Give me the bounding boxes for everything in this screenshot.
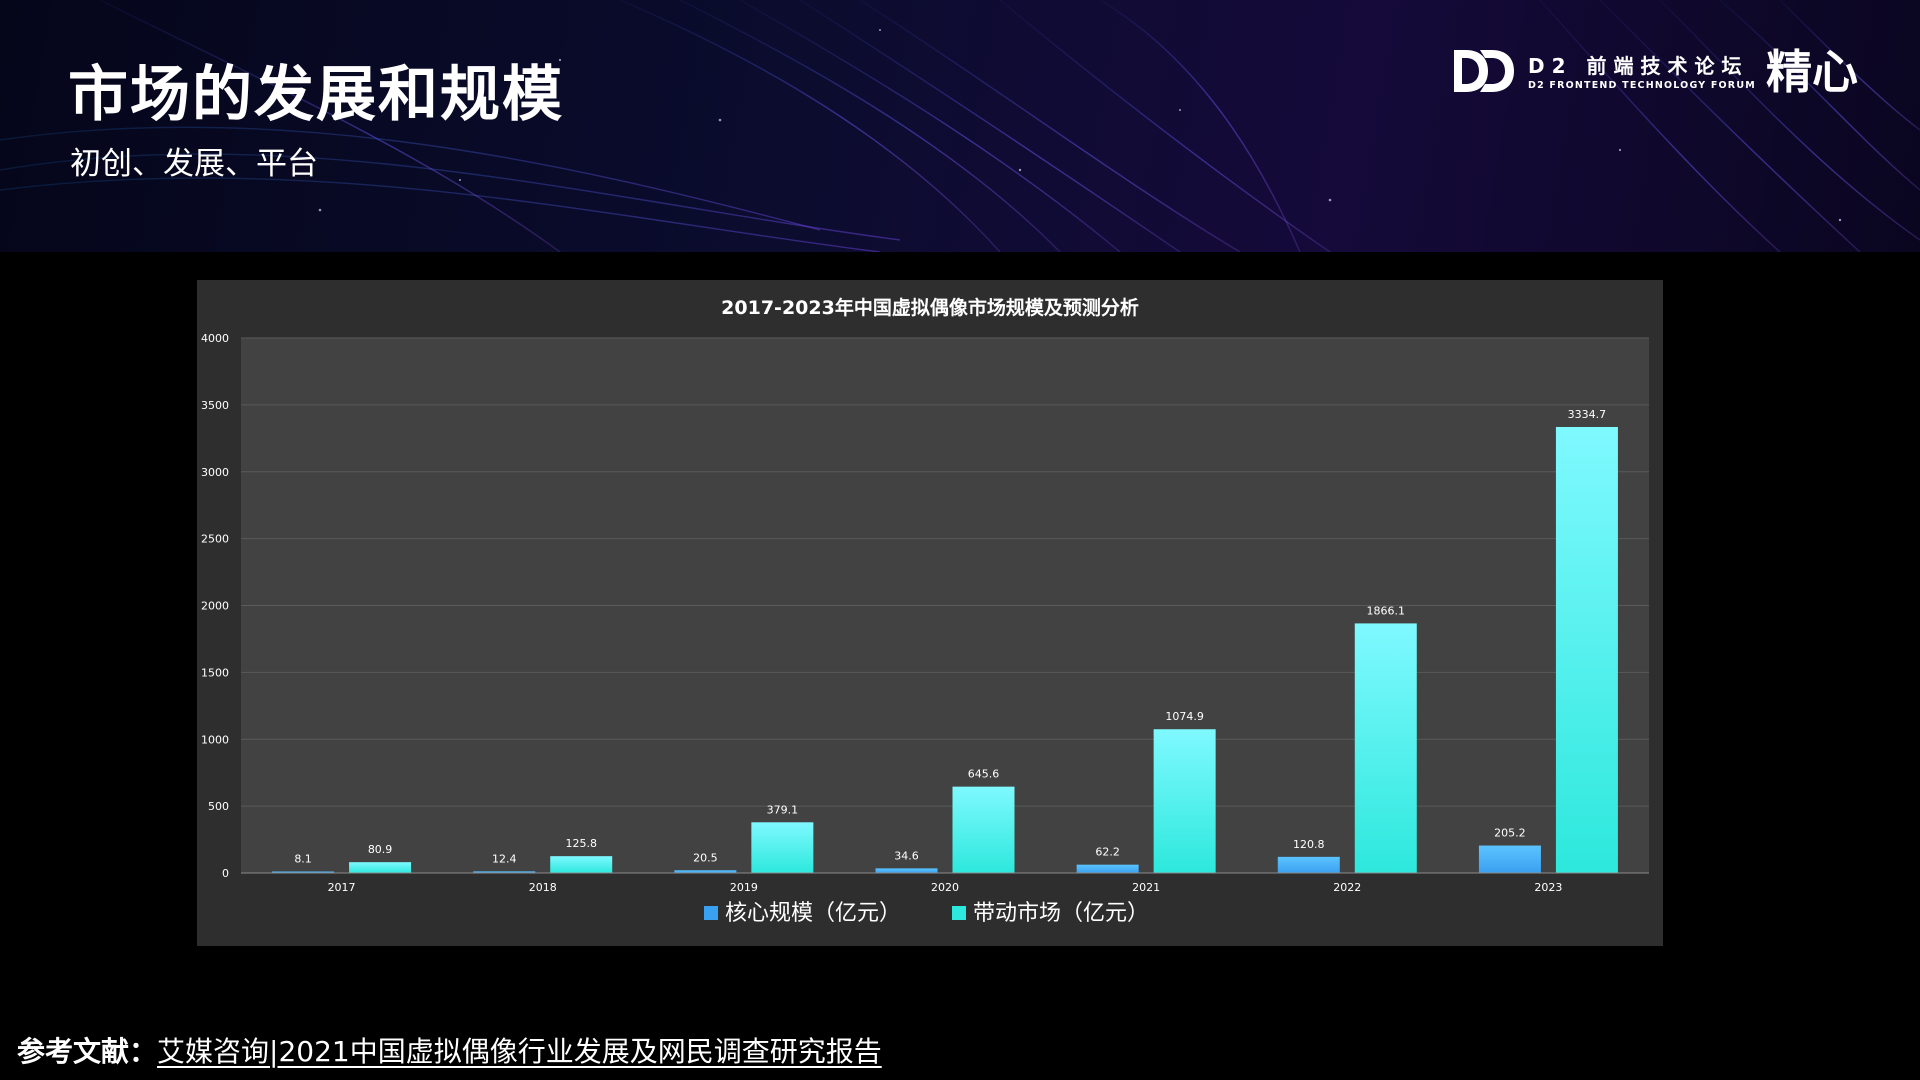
data-label: 125.8	[565, 837, 597, 850]
bar-driven-2021	[1153, 729, 1216, 873]
x-tick-label: 2023	[1534, 881, 1562, 894]
data-label: 20.5	[693, 851, 718, 864]
y-tick-label: 3000	[201, 466, 229, 479]
bar-core-2020	[875, 868, 938, 873]
data-label: 205.2	[1494, 827, 1526, 840]
legend-swatch	[952, 906, 966, 920]
legend-label: 带动市场（亿元）	[973, 901, 1149, 926]
data-label: 120.8	[1293, 838, 1325, 851]
header-banner: 市场的发展和规模 初创、发展、平台	[0, 0, 1920, 252]
y-tick-label: 1000	[201, 733, 229, 746]
slide-subtitle: 初创、发展、平台	[70, 146, 318, 182]
x-tick-label: 2017	[328, 881, 356, 894]
x-tick-label: 2020	[931, 881, 959, 894]
reference-label: 参考文献：	[17, 1035, 158, 1068]
data-label: 3334.7	[1568, 408, 1607, 421]
bar-core-2019	[674, 870, 737, 873]
data-label: 8.1	[294, 853, 312, 866]
y-tick-label: 500	[208, 800, 229, 813]
legend-swatch	[704, 906, 718, 920]
brand-name: D2 前端技术论坛	[1528, 54, 1749, 78]
x-tick-label: 2019	[730, 881, 758, 894]
bar-core-2017	[272, 871, 335, 873]
data-label: 1866.1	[1367, 604, 1406, 617]
slide-title: 市场的发展和规模	[68, 60, 564, 130]
x-tick-label: 2022	[1333, 881, 1361, 894]
x-tick-label: 2021	[1132, 881, 1160, 894]
x-tick-label: 2018	[529, 881, 557, 894]
bar-core-2018	[473, 871, 536, 873]
reference-source-link[interactable]: 艾媒咨询|2021中国虚拟偶像行业发展及网民调查研究报告	[157, 1035, 882, 1068]
bar-chart: 2017-2023年中国虚拟偶像市场规模及预测分析 8.1 80.9 12.4 125…	[201, 296, 1649, 926]
bar-driven-2018	[550, 856, 613, 873]
data-label: 1074.9	[1165, 710, 1204, 723]
bar-driven-2022	[1354, 623, 1417, 873]
y-tick-label: 0	[222, 867, 229, 880]
brand-english-name: D2 FRONTEND TECHNOLOGY FORUM	[1528, 80, 1756, 91]
data-label: 62.2	[1095, 846, 1120, 859]
bar-driven-2017	[349, 862, 412, 873]
bar-driven-2023	[1555, 426, 1618, 873]
light-streaks-background	[0, 0, 1920, 252]
data-label: 34.6	[894, 849, 919, 862]
bar-core-2022	[1277, 856, 1340, 873]
y-tick-label: 2500	[201, 533, 229, 546]
bar-driven-2020	[952, 786, 1015, 873]
dd-logo-icon	[1454, 50, 1514, 92]
data-label: 645.6	[968, 768, 1000, 781]
y-tick-label: 4000	[201, 332, 229, 345]
y-tick-label: 1500	[201, 666, 229, 679]
data-label: 379.1	[767, 803, 799, 816]
chart-panel: 2017-2023年中国虚拟偶像市场规模及预测分析 8.1 80.9 12.4 125…	[197, 280, 1663, 946]
bar-driven-2019	[751, 822, 814, 873]
bar-core-2021	[1076, 864, 1139, 873]
data-label: 12.4	[492, 852, 517, 865]
y-tick-label: 2000	[201, 600, 229, 613]
bar-core-2023	[1478, 845, 1541, 873]
reference-citation: 参考文献：艾媒咨询|2021中国虚拟偶像行业发展及网民调查研究报告	[17, 1030, 882, 1070]
y-tick-label: 3500	[201, 399, 229, 412]
chart-title: 2017-2023年中国虚拟偶像市场规模及预测分析	[721, 296, 1139, 319]
data-label: 80.9	[368, 843, 393, 856]
brand-slogan: 精心	[1766, 45, 1858, 99]
legend-label: 核心规模（亿元）	[725, 901, 901, 926]
